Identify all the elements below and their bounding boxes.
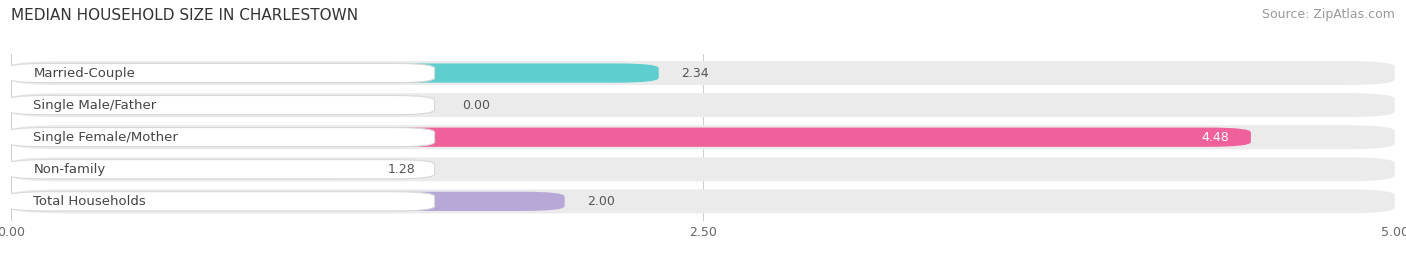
FancyBboxPatch shape bbox=[11, 157, 1395, 181]
FancyBboxPatch shape bbox=[11, 63, 659, 83]
Text: MEDIAN HOUSEHOLD SIZE IN CHARLESTOWN: MEDIAN HOUSEHOLD SIZE IN CHARLESTOWN bbox=[11, 8, 359, 23]
Text: Source: ZipAtlas.com: Source: ZipAtlas.com bbox=[1261, 8, 1395, 21]
FancyBboxPatch shape bbox=[11, 128, 1251, 147]
Text: Total Households: Total Households bbox=[34, 195, 146, 208]
FancyBboxPatch shape bbox=[6, 160, 434, 179]
FancyBboxPatch shape bbox=[11, 61, 1395, 85]
Text: 4.48: 4.48 bbox=[1201, 131, 1229, 144]
Text: 2.00: 2.00 bbox=[586, 195, 614, 208]
Text: Single Male/Father: Single Male/Father bbox=[34, 99, 156, 112]
FancyBboxPatch shape bbox=[6, 63, 434, 83]
FancyBboxPatch shape bbox=[11, 93, 1395, 117]
FancyBboxPatch shape bbox=[11, 160, 366, 179]
Text: Non-family: Non-family bbox=[34, 163, 105, 176]
FancyBboxPatch shape bbox=[11, 189, 1395, 213]
FancyBboxPatch shape bbox=[6, 95, 434, 115]
Text: 1.28: 1.28 bbox=[388, 163, 415, 176]
Text: Single Female/Mother: Single Female/Mother bbox=[34, 131, 179, 144]
FancyBboxPatch shape bbox=[11, 192, 565, 211]
Text: Married-Couple: Married-Couple bbox=[34, 66, 135, 80]
FancyBboxPatch shape bbox=[6, 128, 434, 147]
FancyBboxPatch shape bbox=[11, 125, 1395, 149]
Text: 2.34: 2.34 bbox=[681, 66, 709, 80]
Text: 0.00: 0.00 bbox=[463, 99, 491, 112]
FancyBboxPatch shape bbox=[6, 192, 434, 211]
